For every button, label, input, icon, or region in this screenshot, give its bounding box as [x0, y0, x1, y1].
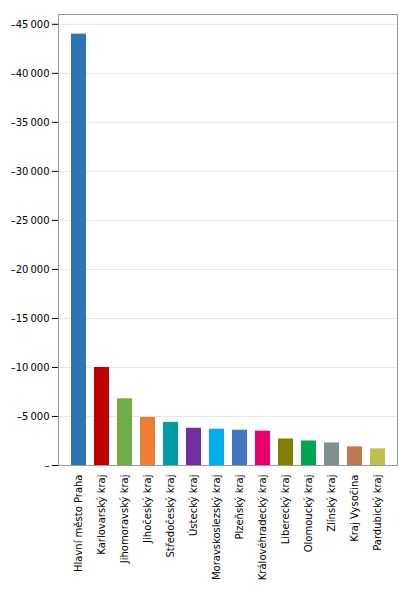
svg-text:–40 000: –40 000: [11, 68, 50, 79]
svg-text:–30 000: –30 000: [11, 166, 50, 177]
svg-text:–45 000: –45 000: [11, 19, 50, 30]
svg-text:–20 000: –20 000: [11, 264, 50, 275]
svg-text:Pardubický kraj: Pardubický kraj: [372, 475, 383, 551]
svg-text:Zlínský kraj: Zlínský kraj: [326, 475, 337, 532]
svg-text:Moravskoslezský kraj: Moravskoslezský kraj: [211, 475, 222, 581]
svg-text:–5 000: –5 000: [17, 411, 49, 422]
svg-text:Jihočeský kraj: Jihočeský kraj: [142, 475, 153, 544]
svg-text:Karlovarský kraj: Karlovarský kraj: [96, 475, 107, 555]
svg-text:Hlavní město Praha: Hlavní město Praha: [73, 475, 84, 573]
svg-text:Středočeský kraj: Středočeský kraj: [165, 475, 176, 558]
svg-text:Ústecký kraj: Ústecký kraj: [187, 475, 199, 536]
svg-text:Jihomoravský kraj: Jihomoravský kraj: [119, 475, 130, 565]
svg-text:–10 000: –10 000: [11, 362, 50, 373]
svg-text:–: –: [45, 460, 50, 471]
svg-text:Kraj Vysočina: Kraj Vysočina: [349, 475, 360, 542]
svg-text:Plzeňský kraj: Plzeňský kraj: [234, 475, 245, 540]
svg-text:–15 000: –15 000: [11, 313, 50, 324]
svg-text:Olomoucký kraj: Olomoucký kraj: [303, 475, 314, 553]
svg-text:–35 000: –35 000: [11, 117, 50, 128]
svg-text:Liberecký kraj: Liberecký kraj: [280, 475, 291, 545]
svg-text:Královéhradecký kraj: Královéhradecký kraj: [257, 475, 268, 581]
svg-text:–25 000: –25 000: [11, 215, 50, 226]
